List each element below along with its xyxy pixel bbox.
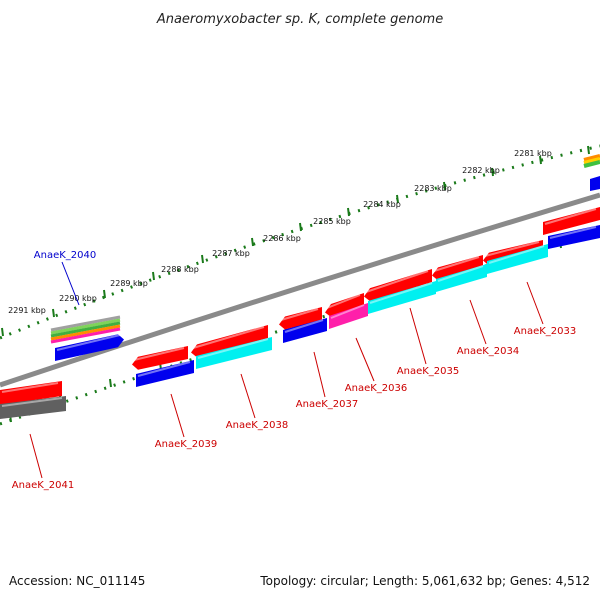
gene-func-2040 xyxy=(55,334,124,361)
gene-cds-2033 xyxy=(543,207,600,235)
gene-cds-2041 xyxy=(0,381,62,405)
outer-major-tick xyxy=(396,194,399,204)
gene-func-2033 xyxy=(548,225,600,249)
gene-label: AnaeK_2038 xyxy=(226,420,288,431)
gene-leader-line xyxy=(240,373,256,419)
genome-summary: Topology: circular; Length: 5,061,632 bp… xyxy=(260,574,590,588)
gene-func-2036b xyxy=(329,303,368,329)
gene-leader-line xyxy=(355,337,375,382)
gene-2040-stack xyxy=(50,315,121,344)
gene-leader-line xyxy=(61,261,80,306)
gene-label: AnaeK_2039 xyxy=(155,439,217,450)
gene-func-2039 xyxy=(136,360,194,387)
gene-label: AnaeK_2040 xyxy=(34,250,96,261)
outer-major-tick xyxy=(443,181,446,191)
gene-cds-2039 xyxy=(132,346,188,370)
gene-label: AnaeK_2033 xyxy=(514,326,576,337)
gene-label: AnaeK_2035 xyxy=(397,366,459,377)
gene-label: AnaeK_2041 xyxy=(12,480,74,491)
outer-major-tick xyxy=(103,289,106,299)
kbp-label: 2281 kbp xyxy=(514,149,552,158)
kbp-label: 2284 kbp xyxy=(363,200,401,209)
gene-leader-line xyxy=(469,299,487,345)
accession-label: Accession: NC_011145 xyxy=(9,574,146,588)
gene-label: AnaeK_2036 xyxy=(345,383,407,394)
gene-func-2036 xyxy=(368,281,436,314)
genome-backbone xyxy=(0,192,600,388)
outer-major-tick xyxy=(201,254,204,264)
kbp-label: 2287 kbp xyxy=(212,249,250,258)
gene-label: AnaeK_2037 xyxy=(296,399,358,410)
gene-leader-line xyxy=(313,351,326,398)
kbp-label: 2288 kbp xyxy=(161,265,199,274)
gene-func-2034 xyxy=(487,244,548,274)
map-title: Anaeromyxobacter sp. K, complete genome xyxy=(156,12,443,27)
gene-features xyxy=(0,154,600,419)
kbp-label: 2282 kbp xyxy=(462,166,500,175)
gene-label: AnaeK_2034 xyxy=(457,346,519,357)
gene-leader-line xyxy=(29,433,43,479)
kbp-scale-labels: 2281 kbp 2282 kbp 2283 kbp 2284 kbp 2285 kbp… xyxy=(8,149,552,315)
kbp-label: 2290 kbp xyxy=(59,294,97,303)
outer-major-tick xyxy=(52,308,55,318)
gene-leader-line xyxy=(409,307,427,365)
gene-leader-line xyxy=(170,393,185,438)
outer-major-tick xyxy=(491,167,494,177)
gene-labels: AnaeK_2033 AnaeK_2034 AnaeK_2035 AnaeK_2036… xyxy=(12,250,576,491)
gene-leader-line xyxy=(526,281,544,325)
outer-major-tick xyxy=(152,271,155,281)
kbp-label: 2286 kbp xyxy=(263,234,301,243)
gene-func-2041 xyxy=(0,396,66,419)
outer-major-tick xyxy=(587,145,590,155)
outer-major-tick xyxy=(1,327,4,337)
inner-major-tick xyxy=(109,378,112,388)
gene-func-2032 xyxy=(590,176,600,191)
gene-cds-2036 xyxy=(364,269,432,302)
gene-func-2035 xyxy=(436,264,487,292)
major-ticks xyxy=(1,145,590,423)
outer-major-tick xyxy=(251,237,254,247)
outer-major-tick xyxy=(539,155,542,165)
outer-major-tick xyxy=(347,207,350,217)
gene-2032-stack xyxy=(583,154,600,191)
outer-tick-ring xyxy=(0,144,600,340)
kbp-label: 2285 kbp xyxy=(313,217,351,226)
gene-cds-2037b xyxy=(279,307,322,330)
gene-cds-2038 xyxy=(191,325,268,358)
gene-cds-2037 xyxy=(325,293,364,317)
gene-func-2037 xyxy=(283,318,327,343)
kbp-label: 2289 kbp xyxy=(110,279,148,288)
kbp-label: 2291 kbp xyxy=(8,306,46,315)
gene-func-2038 xyxy=(196,337,272,369)
kbp-label: 2283 kbp xyxy=(414,184,452,193)
outer-major-tick xyxy=(299,222,302,232)
gene-cds-2035 xyxy=(432,255,483,281)
